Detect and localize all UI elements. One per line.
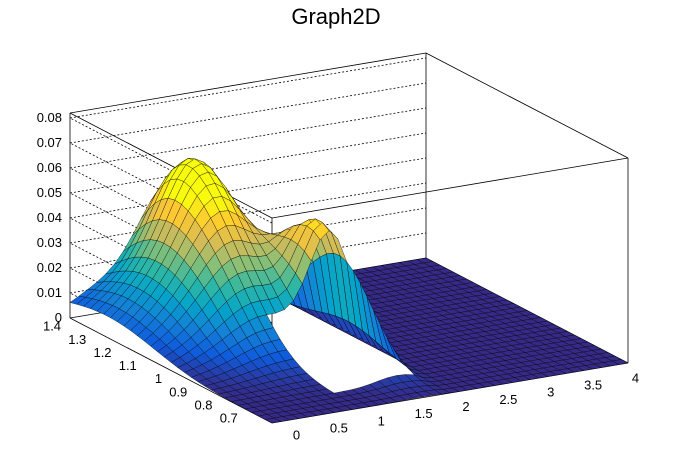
z-tick-label: 0.07 — [37, 135, 62, 150]
box-edge-top-left — [69, 112, 273, 219]
x-tick-label: 1 — [378, 413, 385, 428]
y-tick-label: 0.8 — [194, 397, 212, 412]
z-tick-label: 0 — [55, 310, 62, 325]
surface-mesh — [69, 158, 629, 424]
z-tick-label: 0.04 — [37, 210, 62, 225]
x-tick-label: 0.5 — [330, 420, 348, 435]
z-grid-line-back — [69, 132, 427, 194]
x-tick-label: 2 — [462, 399, 469, 414]
x-tick-label: 4 — [632, 370, 639, 385]
y-tick-label: 1.1 — [119, 358, 137, 373]
chart-title: Graph2D — [291, 4, 380, 29]
z-grid-line-back — [69, 157, 427, 219]
box-edge-top-front — [271, 157, 629, 219]
z-tick-label: 0.03 — [37, 235, 62, 250]
x-tick-label: 1.5 — [415, 406, 433, 421]
x-tick-label: 0 — [293, 428, 300, 443]
z-tick-label: 0.05 — [37, 185, 62, 200]
box-edge-top-back — [69, 52, 427, 114]
z-tick-label: 0.08 — [37, 110, 62, 125]
y-tick-label: 1 — [155, 371, 162, 386]
y-tick-label: 0.7 — [220, 411, 238, 426]
z-tick-label: 0.06 — [37, 160, 62, 175]
surface-cell — [611, 359, 629, 365]
z-tick-label: 0.01 — [37, 285, 62, 300]
x-tick-label: 3 — [547, 385, 554, 400]
x-tick-label: 2.5 — [499, 392, 517, 407]
box-edge-top-right — [425, 52, 629, 159]
z-grid-line-back — [69, 82, 427, 144]
x-tick-label: 3.5 — [584, 378, 602, 393]
y-tick-label: 1.4 — [43, 319, 61, 334]
y-tick-label: 1.2 — [93, 345, 111, 360]
z-grid-line-left — [69, 117, 273, 224]
z-grid-line-back — [69, 182, 427, 244]
y-tick-label: 1.3 — [68, 332, 86, 347]
z-grid-line-back — [69, 57, 427, 119]
z-tick-label: 0.02 — [37, 260, 62, 275]
axis-ticks: 0 0.5 1 1.5 2 2.5 3 3.5 40.70.80.911.11.21.31.40… — [37, 110, 639, 443]
y-tick-label: 0.9 — [169, 384, 187, 399]
z-grid-line-back — [69, 107, 427, 169]
